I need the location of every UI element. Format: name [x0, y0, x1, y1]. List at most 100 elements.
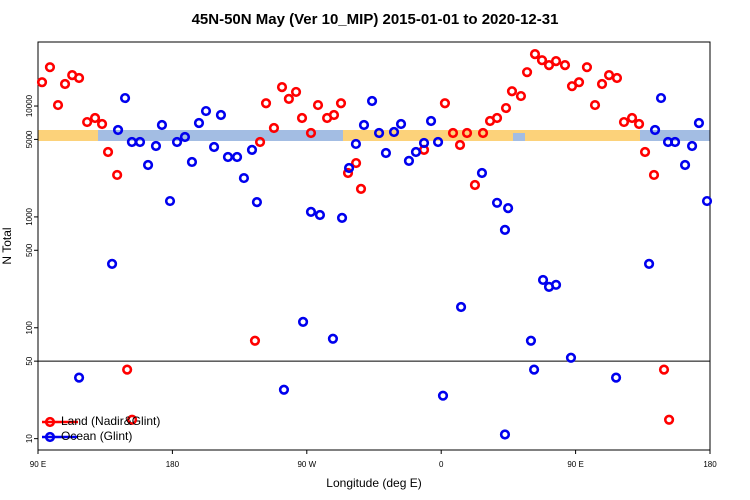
legend-label: Land (Nadir&Glint) — [61, 414, 160, 428]
point — [343, 162, 355, 174]
y-tick-label: 10000 — [25, 94, 34, 117]
point — [447, 127, 459, 139]
land-band — [38, 130, 710, 141]
point — [276, 82, 288, 93]
x-tick-label: 90 W — [297, 460, 316, 469]
legend-marker — [44, 416, 56, 428]
point — [156, 119, 168, 131]
point — [134, 136, 146, 148]
point — [290, 86, 302, 98]
point — [208, 141, 220, 153]
point — [335, 98, 347, 109]
point — [350, 138, 362, 150]
surface-band — [38, 130, 710, 141]
point — [296, 112, 308, 124]
y-tick-label: 50 — [25, 356, 34, 365]
point — [268, 122, 280, 134]
point — [432, 136, 444, 148]
point — [73, 372, 85, 383]
point — [529, 49, 541, 60]
point — [528, 364, 540, 375]
x-tick-label: 90 E — [567, 460, 583, 469]
point — [477, 127, 489, 139]
point — [437, 390, 449, 401]
point — [342, 167, 354, 179]
point — [278, 384, 290, 395]
y-tick-label: 500 — [25, 243, 34, 257]
point — [565, 352, 577, 363]
point — [150, 140, 162, 152]
y-tick-label: 10 — [25, 434, 34, 443]
point — [521, 67, 533, 78]
point — [581, 62, 593, 73]
y-tick-label: 5000 — [25, 130, 34, 148]
x-tick-label: 180 — [166, 460, 180, 469]
point — [388, 126, 400, 138]
point — [52, 99, 64, 111]
point — [312, 99, 324, 111]
point — [469, 179, 481, 191]
point — [663, 414, 675, 425]
point — [454, 139, 466, 151]
point — [499, 429, 511, 440]
point — [403, 155, 415, 166]
point — [260, 98, 272, 109]
point — [455, 301, 467, 313]
point — [618, 116, 630, 128]
point — [648, 169, 660, 181]
point — [649, 124, 661, 136]
point — [328, 109, 340, 121]
y-tick-label: 100 — [25, 321, 34, 335]
point — [112, 169, 123, 181]
point — [693, 117, 705, 129]
point — [491, 112, 503, 124]
point — [297, 316, 309, 327]
point — [573, 77, 585, 88]
point — [425, 115, 437, 127]
point — [238, 172, 250, 184]
point — [336, 212, 348, 223]
point — [119, 92, 131, 104]
point — [679, 159, 691, 171]
x-tick-label: 180 — [703, 460, 717, 469]
point — [249, 335, 261, 346]
point — [589, 99, 601, 111]
point — [193, 117, 205, 129]
point — [503, 203, 514, 214]
point — [491, 197, 503, 208]
point — [200, 105, 212, 117]
point — [515, 90, 527, 102]
x-tick-label: 90 E — [30, 460, 46, 469]
point — [126, 414, 138, 425]
point — [439, 98, 451, 109]
point — [366, 95, 378, 107]
point — [246, 144, 258, 156]
point — [44, 62, 56, 73]
point — [596, 78, 608, 90]
point — [59, 78, 71, 90]
point — [461, 127, 473, 139]
ocean-band — [513, 133, 525, 141]
y-axis-label: N Total — [0, 227, 14, 264]
point — [222, 151, 234, 163]
point — [73, 72, 85, 84]
point — [476, 167, 488, 179]
ocean-band — [640, 130, 710, 141]
point — [701, 195, 713, 207]
point — [395, 118, 407, 130]
point — [559, 59, 571, 71]
point — [231, 151, 243, 163]
point — [611, 72, 623, 84]
point — [418, 137, 430, 149]
x-tick-label: 0 — [439, 460, 444, 469]
point — [305, 206, 317, 217]
legend-marker — [44, 431, 56, 443]
point — [254, 136, 266, 148]
point — [112, 124, 124, 136]
point — [380, 147, 392, 159]
legend: Land (Nadir&Glint)Ocean (Glint) — [42, 414, 160, 443]
point — [658, 364, 670, 375]
chart-title: 45N-50N May (Ver 10_MIP) 2015-01-01 to 2… — [192, 11, 559, 28]
point — [283, 93, 294, 104]
